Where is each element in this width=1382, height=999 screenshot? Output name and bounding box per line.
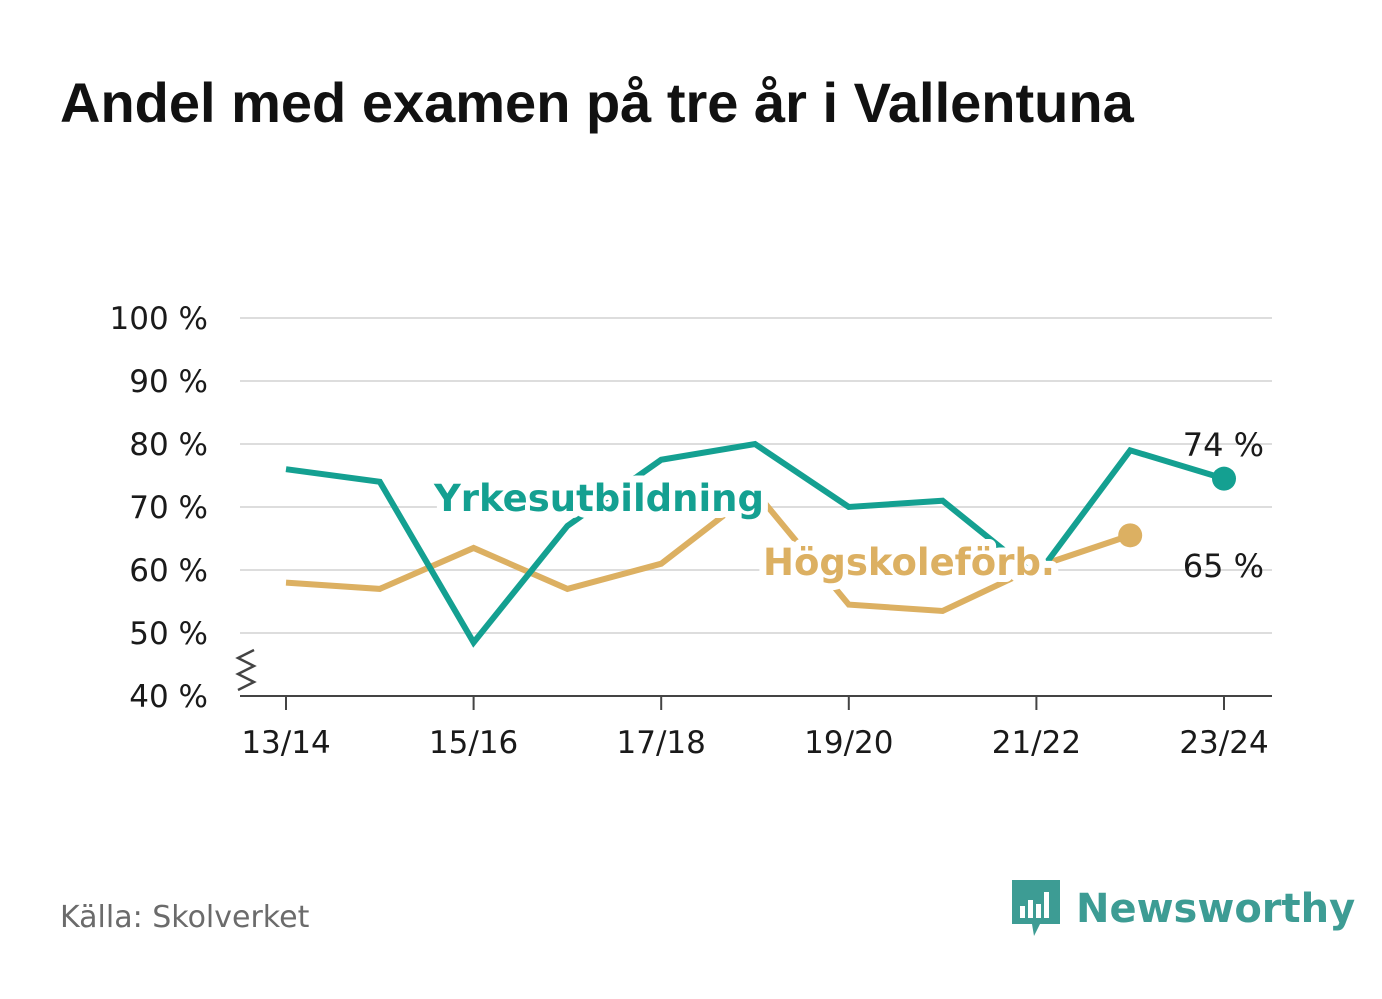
series-line-hogskoleforb bbox=[285, 487, 1132, 614]
y-tick-label: 90 % bbox=[129, 364, 208, 400]
brand-logo[interactable]: Newsworthy bbox=[1010, 878, 1355, 940]
series bbox=[285, 440, 1236, 648]
series-line-yrkesutbildning bbox=[285, 440, 1225, 648]
x-tick-label: 19/20 bbox=[804, 725, 893, 761]
y-tick-label: 70 % bbox=[129, 490, 208, 526]
x-tick-label: 23/24 bbox=[1179, 725, 1268, 761]
y-tick-label: 50 % bbox=[129, 616, 208, 652]
y-tick-label: 60 % bbox=[129, 553, 208, 589]
x-tick-label: 13/14 bbox=[241, 725, 330, 761]
bar-chart-speech-bubble-icon bbox=[1012, 880, 1060, 936]
source-note: Källa: Skolverket bbox=[60, 900, 310, 935]
y-axis-break-icon bbox=[235, 648, 257, 692]
series-label-yrkesutbildning: Yrkesutbildning bbox=[433, 477, 764, 520]
x-tick-label: 17/18 bbox=[617, 725, 706, 761]
labels: YrkesutbildningYrkesutbildningHögskolefö… bbox=[426, 426, 1264, 591]
axes: 40 % 50 % 60 % 70 % 80 % 90 % 100 % 13/14 15/16 1… bbox=[110, 301, 1272, 761]
end-label-hogskoleforb: 65 % bbox=[1183, 547, 1264, 585]
series-label-hogskoleforb: Högskoleförb. bbox=[763, 541, 1055, 584]
series-line-hogskoleforb-end-marker bbox=[1118, 523, 1143, 548]
y-tick-label: 80 % bbox=[129, 427, 208, 463]
chart-title: Andel med examen på tre år i Vallentuna bbox=[60, 71, 1134, 134]
y-tick-label: 100 % bbox=[110, 301, 208, 337]
end-label-yrkesutbildning: 74 % bbox=[1183, 426, 1264, 464]
x-tick-label: 15/16 bbox=[429, 725, 518, 761]
x-tick-label: 21/22 bbox=[992, 725, 1081, 761]
y-tick-label: 40 % bbox=[129, 679, 208, 715]
brand-name: Newsworthy bbox=[1076, 886, 1356, 932]
gridlines bbox=[240, 317, 1272, 634]
series-label-yrkesutbildning-halo: Yrkesutbildning bbox=[433, 477, 764, 520]
series-label-hogskoleforb-halo: Högskoleförb. bbox=[763, 541, 1055, 584]
series-line-yrkesutbildning-end-marker bbox=[1212, 466, 1236, 491]
